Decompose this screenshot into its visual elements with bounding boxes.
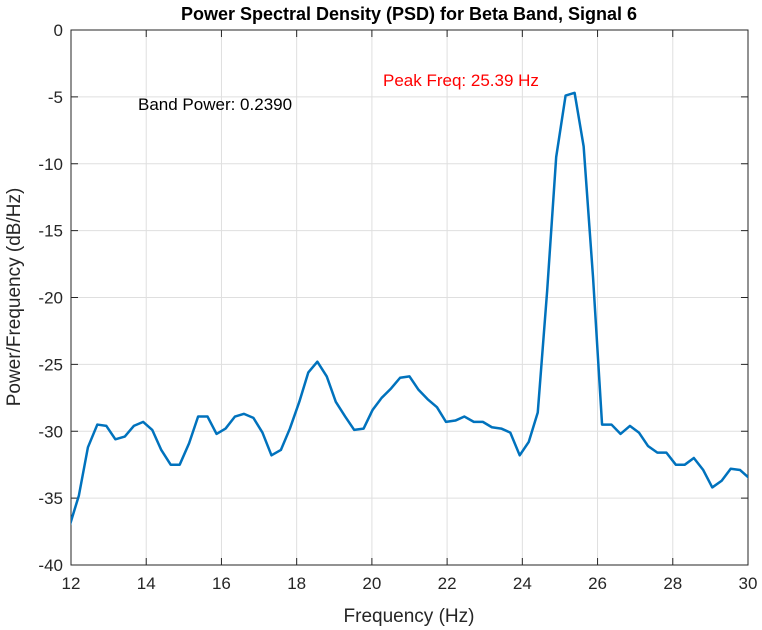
x-tick-label: 26 xyxy=(588,574,607,593)
chart-title: Power Spectral Density (PSD) for Beta Ba… xyxy=(181,4,637,24)
y-tick-label: -40 xyxy=(38,556,63,575)
y-tick-label: -5 xyxy=(48,88,63,107)
y-tick-label: 0 xyxy=(54,21,63,40)
x-tick-label: 30 xyxy=(739,574,758,593)
annotation: Peak Freq: 25.39 Hz xyxy=(383,71,539,90)
axes-box xyxy=(70,29,749,566)
x-tick-label: 28 xyxy=(663,574,682,593)
x-tick-label: 16 xyxy=(212,574,231,593)
x-tick-label: 22 xyxy=(438,574,457,593)
y-tick-label: -35 xyxy=(38,489,63,508)
y-tick-label: -15 xyxy=(38,222,63,241)
y-tick-label: -25 xyxy=(38,355,63,374)
y-axis-label: Power/Frequency (dB/Hz) xyxy=(4,188,25,407)
psd-line xyxy=(71,91,748,526)
x-tick-label: 12 xyxy=(62,574,81,593)
y-tick-label: -10 xyxy=(38,155,63,174)
annotation: Band Power: 0.2390 xyxy=(138,95,292,114)
plot-clip xyxy=(71,91,748,526)
x-tick-label: 20 xyxy=(362,574,381,593)
y-tick-label: -20 xyxy=(38,289,63,308)
x-tick-label: 24 xyxy=(513,574,532,593)
x-axis-label: Frequency (Hz) xyxy=(344,606,475,627)
y-tick-label: -30 xyxy=(38,422,63,441)
x-tick-label: 14 xyxy=(137,574,156,593)
x-tick-label: 18 xyxy=(287,574,306,593)
